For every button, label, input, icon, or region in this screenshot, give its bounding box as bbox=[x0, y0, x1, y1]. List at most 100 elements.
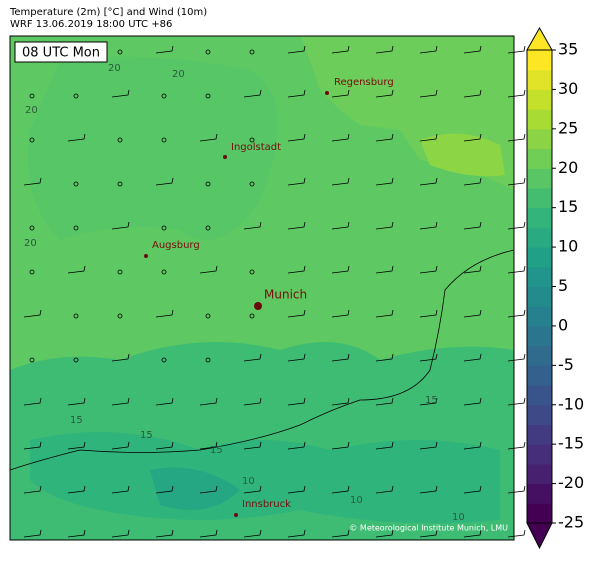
colorbar-segment bbox=[527, 444, 552, 465]
wind-barb bbox=[375, 177, 394, 186]
contour-label: 20 bbox=[24, 238, 37, 249]
border-line bbox=[9, 249, 515, 471]
calm-station bbox=[205, 49, 211, 55]
calm-station bbox=[73, 225, 79, 231]
contour-label: 20 bbox=[25, 105, 38, 116]
wind-barb bbox=[199, 485, 218, 494]
wind-barb bbox=[463, 353, 482, 362]
colorbar-tick-label: -10 bbox=[558, 394, 584, 413]
wind-barb bbox=[23, 177, 42, 186]
wind-barb bbox=[375, 265, 394, 274]
wind-barb bbox=[287, 353, 306, 362]
wind-barb bbox=[155, 177, 174, 186]
cool-region bbox=[28, 56, 278, 240]
city-label: Ingolstadt bbox=[231, 142, 281, 153]
calm-station bbox=[117, 49, 123, 55]
wind-barb bbox=[331, 133, 350, 142]
wind-barb bbox=[67, 485, 86, 494]
calm-station bbox=[73, 181, 79, 187]
contour-label: 20 bbox=[108, 63, 121, 74]
wind-barb bbox=[331, 221, 350, 230]
wind-barb bbox=[507, 309, 526, 318]
city-marker bbox=[234, 513, 238, 517]
wind-barb bbox=[287, 265, 306, 274]
colorbar-tick-label: 25 bbox=[558, 118, 578, 137]
cool-region bbox=[30, 432, 500, 524]
colorbar-tick-label: 30 bbox=[558, 79, 578, 98]
wind-barb bbox=[507, 45, 526, 54]
colorbar-tick-label: 15 bbox=[558, 197, 578, 216]
colorbar-segment bbox=[527, 424, 552, 445]
calm-station bbox=[249, 137, 255, 143]
wind-barb bbox=[243, 529, 262, 538]
contour-label: 10 bbox=[350, 495, 363, 506]
calm-station bbox=[29, 269, 35, 275]
colorbar-segment bbox=[527, 325, 552, 347]
wind-barb bbox=[419, 133, 438, 142]
calm-station bbox=[73, 357, 79, 363]
wind-barb bbox=[507, 133, 526, 142]
calm-station bbox=[73, 313, 79, 319]
contour-label: 10 bbox=[242, 476, 255, 487]
wind-barb bbox=[507, 177, 526, 186]
city-marker bbox=[223, 155, 227, 159]
wind-barb bbox=[111, 221, 130, 230]
wind-barb bbox=[67, 441, 86, 450]
wind-barb bbox=[23, 485, 42, 494]
colorbar-segment bbox=[527, 385, 552, 406]
colorbar-tick-label: -15 bbox=[558, 434, 584, 453]
wind-barb bbox=[463, 45, 482, 54]
wind-barb bbox=[507, 485, 526, 494]
header-line: Temperature (2m) [°C] and Wind (10m) bbox=[9, 7, 207, 18]
wind-barb bbox=[155, 397, 174, 406]
wind-barb bbox=[111, 441, 130, 450]
colorbar-segment bbox=[527, 50, 552, 71]
colorbar-tick-label: 10 bbox=[558, 237, 578, 256]
wind-barb bbox=[375, 45, 394, 54]
calm-station bbox=[161, 93, 167, 99]
wind-barb bbox=[67, 529, 86, 538]
wind-barb bbox=[463, 397, 482, 406]
wind-barb bbox=[419, 485, 438, 494]
colorbar-segment bbox=[527, 503, 552, 524]
wind-barb bbox=[507, 441, 526, 450]
wind-barb bbox=[419, 89, 438, 98]
wind-barb bbox=[287, 221, 306, 230]
wind-barb bbox=[111, 529, 130, 538]
contour-label: 15 bbox=[425, 395, 438, 406]
colorbar-segment bbox=[527, 148, 552, 169]
colorbar-segment bbox=[527, 483, 552, 504]
wind-barb bbox=[243, 441, 262, 450]
colorbar-segment bbox=[527, 168, 552, 189]
time-box bbox=[14, 41, 108, 63]
colorbar-tick-label: 20 bbox=[558, 158, 578, 177]
wind-barb bbox=[331, 45, 350, 54]
calm-station bbox=[117, 181, 123, 187]
wind-barb bbox=[463, 221, 482, 230]
calm-station bbox=[73, 93, 79, 99]
wind-barb bbox=[199, 133, 218, 142]
wind-barb bbox=[199, 529, 218, 538]
colorbar-tick-label: -25 bbox=[558, 513, 584, 532]
calm-station bbox=[117, 269, 123, 275]
warm-region bbox=[420, 133, 505, 177]
wind-barb bbox=[111, 485, 130, 494]
colorbar-tick-label: -5 bbox=[558, 355, 574, 374]
wind-barb bbox=[507, 397, 526, 406]
colorbar-segment bbox=[527, 306, 552, 327]
calm-station bbox=[161, 357, 167, 363]
wind-barb bbox=[287, 177, 306, 186]
wind-barb bbox=[331, 309, 350, 318]
wind-barb bbox=[331, 265, 350, 274]
calm-station bbox=[117, 137, 123, 143]
wind-barb bbox=[463, 265, 482, 274]
wind-barb bbox=[155, 529, 174, 538]
city-label: Innsbruck bbox=[242, 499, 291, 510]
wind-barb bbox=[287, 397, 306, 406]
colorbar-segment bbox=[527, 69, 552, 90]
calm-station bbox=[205, 93, 211, 99]
wind-barb bbox=[111, 89, 130, 98]
city-label: Munich bbox=[264, 288, 307, 302]
calm-station bbox=[249, 313, 255, 319]
